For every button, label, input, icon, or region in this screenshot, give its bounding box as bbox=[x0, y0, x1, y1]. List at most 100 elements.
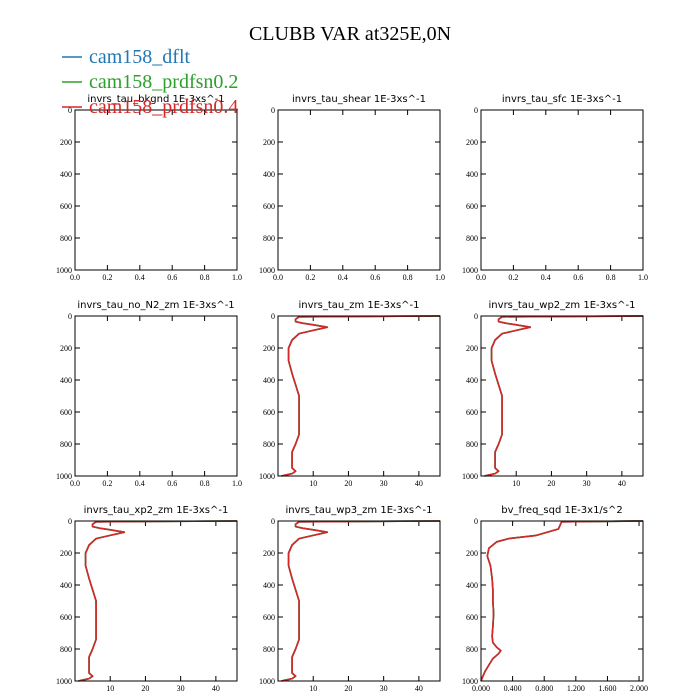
x-tick-label: 20 bbox=[344, 479, 352, 488]
axes-frame bbox=[480, 520, 644, 682]
y-tick-label: 0 bbox=[68, 106, 72, 115]
panel-title: bv_freq_sqd 1E-3x1/s^2 bbox=[501, 505, 623, 516]
x-tick-label: 30 bbox=[583, 479, 591, 488]
y-tick-label: 600 bbox=[263, 408, 275, 417]
x-tick-label: 0.2 bbox=[102, 479, 112, 488]
y-tick-label: 400 bbox=[60, 376, 72, 385]
axes-frame bbox=[74, 520, 238, 682]
panel-7: invrs_tau_xp2_zm 1E-3xs^-110 20 30 40020040… bbox=[56, 505, 238, 693]
series-line-cam158_prdfsn0.4 bbox=[480, 520, 644, 682]
panel-2: invrs_tau_shear 1E-3xs^-1 0.0 0.2 0.4 0.6 0.8… bbox=[259, 94, 445, 282]
x-tick-label: 10 bbox=[309, 684, 317, 693]
y-tick-label: 0 bbox=[474, 312, 478, 321]
y-tick-label: 1000 bbox=[259, 266, 275, 275]
x-tick-label: 0.8 bbox=[606, 273, 616, 282]
y-tick-label: 400 bbox=[466, 376, 478, 385]
y-tick-label: 600 bbox=[263, 202, 275, 211]
axes-frame bbox=[480, 315, 644, 477]
series-line-cam158_prdfsn0.4 bbox=[281, 315, 441, 477]
panel-title: invrs_tau_sfc 1E-3xs^-1 bbox=[502, 94, 622, 105]
x-tick-label: 0.4 bbox=[135, 479, 145, 488]
x-tick-label: 20 bbox=[344, 684, 352, 693]
panel-title: invrs_tau_no_N2_zm 1E-3xs^-1 bbox=[77, 300, 234, 311]
x-tick-label: 1.0 bbox=[232, 273, 242, 282]
y-tick-label: 200 bbox=[466, 344, 478, 353]
x-tick-label: 2.000 bbox=[630, 684, 648, 693]
axes-frame bbox=[480, 109, 644, 271]
x-tick-label: 40 bbox=[415, 479, 423, 488]
y-tick-label: 1000 bbox=[56, 266, 72, 275]
panel-title: invrs_tau_xp2_zm 1E-3xs^-1 bbox=[84, 505, 229, 516]
x-tick-label: 10 bbox=[309, 479, 317, 488]
y-tick-label: 600 bbox=[60, 202, 72, 211]
y-tick-label: 400 bbox=[263, 376, 275, 385]
panel-4: invrs_tau_no_N2_zm 1E-3xs^-1 0.0 0.2 0.4 0.6… bbox=[56, 300, 242, 488]
x-tick-label: 0.2 bbox=[508, 273, 518, 282]
x-tick-label: 30 bbox=[380, 479, 388, 488]
series-line-cam158_prdfsn0.4 bbox=[281, 520, 441, 682]
y-tick-label: 200 bbox=[60, 138, 72, 147]
series-line-cam158_dflt bbox=[480, 520, 644, 682]
y-tick-label: 1000 bbox=[462, 472, 478, 481]
series-line-cam158_dflt bbox=[281, 315, 441, 477]
x-tick-label: 20 bbox=[547, 479, 555, 488]
y-tick-label: 400 bbox=[60, 170, 72, 179]
y-tick-label: 400 bbox=[263, 581, 275, 590]
y-tick-label: 800 bbox=[466, 440, 478, 449]
x-tick-label: 30 bbox=[177, 684, 185, 693]
legend-item: cam158_prdfsn0.4 bbox=[62, 96, 238, 118]
x-tick-label: 10 bbox=[512, 479, 520, 488]
x-tick-label: 1.0 bbox=[232, 479, 242, 488]
x-tick-label: 40 bbox=[618, 479, 626, 488]
y-tick-label: 800 bbox=[60, 234, 72, 243]
y-tick-label: 600 bbox=[60, 613, 72, 622]
panel-5: invrs_tau_zm 1E-3xs^-110 20 30 400200400600… bbox=[259, 300, 441, 488]
series-line-cam158_dflt bbox=[78, 520, 238, 682]
x-tick-label: 0.0 bbox=[273, 273, 283, 282]
panel-1: invrs_tau_bkgnd 1E-3xs^-1 0.0 0.2 0.4 0.6 0.8… bbox=[56, 94, 242, 282]
axes-frame bbox=[277, 109, 441, 271]
y-tick-label: 200 bbox=[263, 549, 275, 558]
panel-title: invrs_tau_wp2_zm 1E-3xs^-1 bbox=[489, 300, 636, 311]
y-tick-label: 200 bbox=[263, 344, 275, 353]
y-tick-label: 400 bbox=[263, 170, 275, 179]
y-tick-label: 200 bbox=[263, 138, 275, 147]
series-line-cam158_prdfsn0.2 bbox=[281, 520, 441, 682]
axes-frame bbox=[74, 109, 238, 271]
y-tick-label: 0 bbox=[474, 517, 478, 526]
axes-frame bbox=[74, 315, 238, 477]
axes-frame bbox=[277, 315, 441, 477]
series-line-cam158_prdfsn0.2 bbox=[281, 315, 441, 477]
y-tick-label: 800 bbox=[263, 234, 275, 243]
panel-9: bv_freq_sqd 1E-3x1/s^2 0.000 0.400 0.800 1.2… bbox=[462, 505, 648, 693]
y-tick-label: 200 bbox=[466, 138, 478, 147]
series-line-cam158_prdfsn0.2 bbox=[484, 315, 644, 477]
x-tick-label: 40 bbox=[212, 684, 220, 693]
legend-item: cam158_dflt bbox=[62, 46, 191, 68]
legend-label: cam158_prdfsn0.4 bbox=[89, 96, 238, 118]
y-tick-label: 400 bbox=[60, 581, 72, 590]
y-tick-label: 1000 bbox=[259, 472, 275, 481]
y-tick-label: 800 bbox=[60, 440, 72, 449]
x-tick-label: 40 bbox=[415, 684, 423, 693]
y-tick-label: 1000 bbox=[462, 677, 478, 686]
panel-8: invrs_tau_wp3_zm 1E-3xs^-110 20 30 40020040… bbox=[259, 505, 441, 693]
x-tick-label: 0.4 bbox=[541, 273, 551, 282]
y-tick-label: 800 bbox=[466, 234, 478, 243]
y-tick-label: 0 bbox=[271, 517, 275, 526]
x-tick-label: 0.8 bbox=[200, 479, 210, 488]
figure-title: CLUBB VAR at325E,0N bbox=[249, 23, 451, 45]
panel-title: invrs_tau_wp3_zm 1E-3xs^-1 bbox=[286, 505, 433, 516]
series-line-cam158_dflt bbox=[281, 520, 441, 682]
y-tick-label: 600 bbox=[263, 613, 275, 622]
y-tick-label: 400 bbox=[466, 581, 478, 590]
series-line-cam158_dflt bbox=[484, 315, 644, 477]
x-tick-label: 10 bbox=[106, 684, 114, 693]
legend: cam158_dflt cam158_prdfsn0.2 cam158_prdfsn… bbox=[62, 46, 238, 118]
x-tick-label: 0.4 bbox=[135, 273, 145, 282]
series-line-cam158_prdfsn0.4 bbox=[78, 520, 238, 682]
series-line-cam158_prdfsn0.4 bbox=[484, 315, 644, 477]
x-tick-label: 0.2 bbox=[305, 273, 315, 282]
y-tick-label: 400 bbox=[466, 170, 478, 179]
